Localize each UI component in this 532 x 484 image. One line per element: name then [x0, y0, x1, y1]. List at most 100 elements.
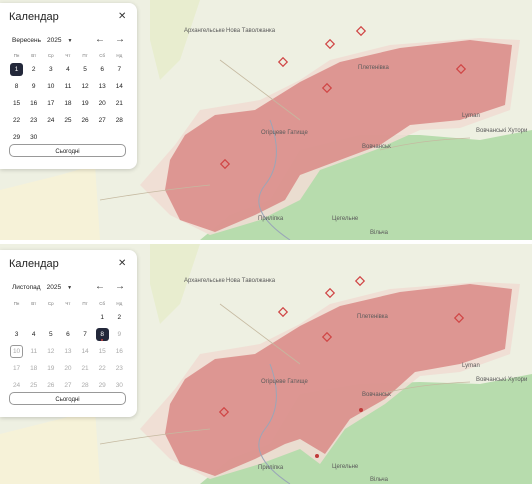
calendar-day[interactable]: 8 — [14, 83, 19, 90]
calendar-day-empty — [77, 309, 94, 326]
map-panel-november[interactable]: Архангельське Нова Таволжанка Плетенівка… — [0, 244, 532, 484]
today-button[interactable]: Сьогодні — [9, 144, 126, 157]
chevron-down-icon[interactable]: ▼ — [67, 284, 73, 291]
year-select[interactable]: 2025 — [46, 284, 62, 291]
calendar-day[interactable]: 7 — [83, 331, 87, 338]
calendar-day[interactable]: 28 — [115, 117, 123, 124]
calendar-day[interactable]: 15 — [12, 100, 21, 107]
calendar-day[interactable]: 27 — [98, 117, 106, 124]
calendar-day-disabled: 12 — [47, 348, 55, 355]
calendar-day[interactable]: 25 — [64, 117, 72, 124]
map-label-vovchansk: Вовчанськ — [362, 144, 391, 150]
calendar-title: Календар — [9, 11, 59, 23]
map-label-pletenivka: Плетенівка — [358, 65, 389, 71]
calendar-day[interactable]: 12 — [81, 83, 89, 90]
year-select[interactable]: 2025 — [47, 37, 62, 44]
next-month-arrow-icon[interactable]: → — [115, 34, 125, 45]
calendar-day[interactable]: 6 — [66, 331, 70, 338]
weekday-label: Пт — [82, 53, 88, 58]
map-label-vovchanski-khutory: Вовчанські Хутори — [476, 128, 528, 134]
calendar-day[interactable]: 30 — [30, 134, 38, 141]
calendar-day-selected[interactable]: 8 — [94, 326, 111, 343]
weekday-label: Ср — [47, 301, 54, 306]
calendar-day[interactable]: 22 — [12, 117, 21, 124]
calendar-day[interactable]: 16 — [30, 100, 38, 107]
calendar-day[interactable]: 23 — [30, 117, 38, 124]
calendar-day-disabled: 17 — [12, 365, 21, 372]
calendar-day-disabled: 11 — [30, 348, 38, 355]
map-canvas[interactable] — [0, 0, 532, 240]
calendar-day[interactable]: 14 — [115, 83, 123, 90]
calendar-day[interactable]: 7 — [117, 66, 122, 73]
calendar-day-disabled: 28 — [81, 382, 89, 389]
calendar-day-disabled: 25 — [30, 382, 38, 389]
calendar-day-disabled: 9 — [117, 331, 122, 338]
calendar-day[interactable]: 19 — [81, 100, 89, 107]
calendar-day[interactable]: 5 — [83, 66, 87, 73]
calendar-day[interactable]: 29 — [12, 134, 21, 141]
weekday-label: Вт — [31, 53, 37, 58]
close-icon[interactable]: ✕ — [118, 258, 127, 269]
map-label-lyman: Lyman — [462, 113, 480, 119]
map-label-prykolotne: Приліпка — [258, 216, 284, 222]
calendar-day[interactable]: 26 — [81, 117, 89, 124]
month-select[interactable]: Вересень — [12, 37, 42, 44]
calendar-day-disabled: 14 — [81, 348, 89, 355]
weekday-label: Нд — [116, 301, 123, 306]
month-year-selector[interactable]: Вересень 2025 ▼ — [12, 37, 72, 44]
calendar-day[interactable]: 21 — [115, 100, 123, 107]
calendar-day-empty — [42, 309, 59, 326]
map-label-pletenivka: Плетенівка — [357, 314, 388, 320]
weekday-label: Сб — [99, 301, 106, 306]
calendar-day[interactable]: 24 — [47, 117, 55, 124]
calendar-day-disabled: 27 — [64, 382, 72, 389]
calendar-day[interactable]: 11 — [64, 83, 72, 90]
calendar-day-empty — [8, 309, 25, 326]
calendar-day[interactable]: 2 — [117, 314, 122, 321]
month-select[interactable]: Листопад — [12, 284, 41, 291]
today-button[interactable]: Сьогодні — [9, 392, 126, 405]
map-label-nova-tavolzhanka: Нова Таволжанка — [226, 278, 276, 284]
calendar-grid: Пн Вт Ср Чт Пт Сб Нд 1 2 3 4 5 6 7 8 9 1… — [8, 51, 128, 146]
calendar-day[interactable]: 2 — [31, 66, 36, 73]
month-year-selector[interactable]: Листопад 2025 ▼ — [12, 284, 72, 291]
map-label-vilcha: Вільча — [370, 230, 389, 236]
calendar-day[interactable]: 6 — [100, 66, 104, 73]
map-label-vilcha: Вільча — [370, 477, 389, 483]
calendar-day[interactable]: 3 — [14, 331, 19, 338]
calendar-day[interactable]: 18 — [64, 100, 72, 107]
calendar-day[interactable]: 4 — [31, 331, 36, 338]
weekday-label: Ср — [47, 53, 54, 58]
calendar-day[interactable]: 17 — [47, 100, 55, 107]
map-canvas[interactable] — [0, 244, 532, 484]
calendar-day-today: 10 — [8, 343, 25, 360]
calendar-day-disabled: 21 — [81, 365, 89, 372]
map-label-tsehelne: Цегельне — [332, 464, 359, 470]
calendar-title: Календар — [9, 258, 59, 270]
map-label-nova-tavolzhanka: Нова Таволжанка — [226, 28, 276, 34]
calendar-grid: Пн Вт Ср Чт Пт Сб Нд 1 2 3 4 5 6 7 8 9 1… — [8, 299, 128, 394]
calendar-day-disabled: 29 — [98, 382, 106, 389]
calendar-day-empty — [59, 309, 76, 326]
calendar-day-disabled: 23 — [115, 365, 123, 372]
prev-month-arrow-icon[interactable]: ← — [95, 281, 105, 292]
calendar-day[interactable]: 1 — [100, 314, 104, 321]
calendar-day[interactable]: 20 — [98, 100, 106, 107]
calendar-day-selected[interactable]: 1 — [8, 61, 25, 78]
calendar-day[interactable]: 4 — [66, 66, 70, 73]
map-label-tsehelne: Цегельне — [332, 216, 359, 222]
calendar-day[interactable]: 10 — [47, 83, 55, 90]
weekday-label: Нд — [116, 53, 123, 58]
calendar-day[interactable]: 3 — [49, 66, 53, 73]
map-label-lyman: Lyman — [462, 363, 480, 369]
close-icon[interactable]: ✕ — [118, 11, 127, 22]
calendar-day[interactable]: 5 — [49, 331, 53, 338]
calendar-day-disabled: 22 — [98, 365, 106, 372]
map-panel-september[interactable]: Архангельське Нова Таволжанка Плетенівка… — [0, 0, 532, 240]
calendar-day[interactable]: 9 — [31, 83, 36, 90]
weekday-label: Сб — [99, 53, 106, 58]
calendar-day[interactable]: 13 — [98, 83, 106, 90]
chevron-down-icon[interactable]: ▼ — [67, 37, 73, 44]
prev-month-arrow-icon[interactable]: ← — [95, 34, 105, 45]
next-month-arrow-icon[interactable]: → — [115, 281, 125, 292]
